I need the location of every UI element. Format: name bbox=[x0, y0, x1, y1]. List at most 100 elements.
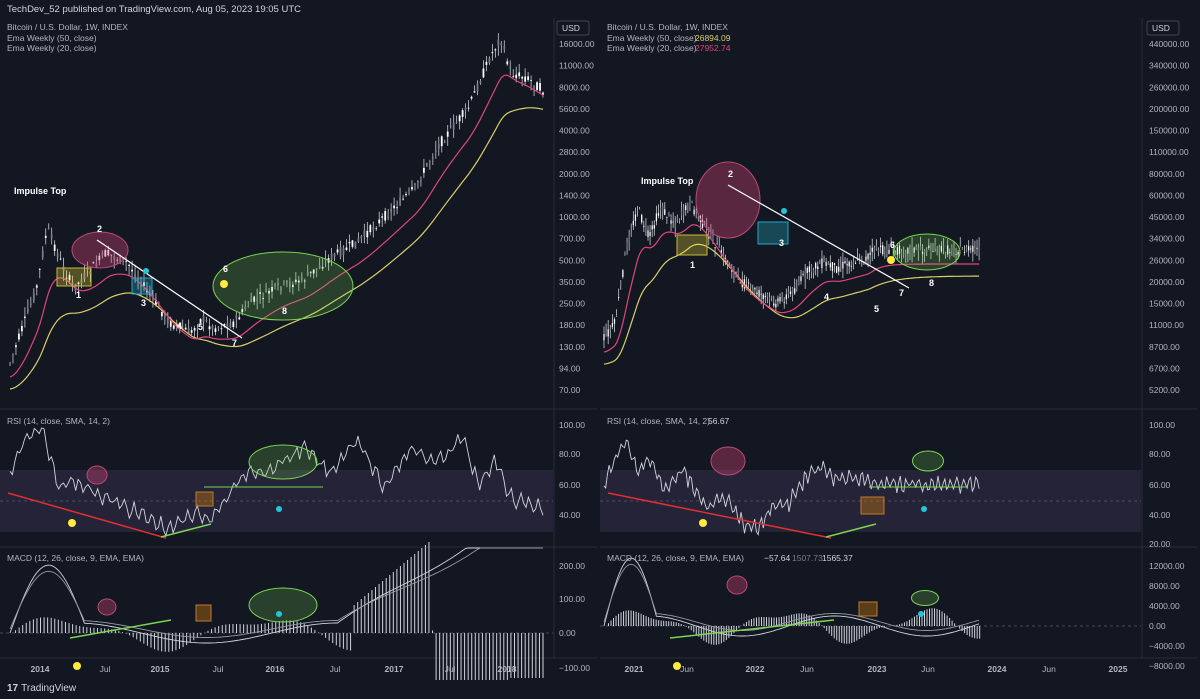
panel-bg bbox=[600, 18, 1197, 680]
candle-body bbox=[636, 210, 639, 212]
candle-body bbox=[131, 269, 133, 272]
macd-tick-label: 4000.00 bbox=[1149, 601, 1180, 611]
macd-pink-ellipse bbox=[97, 598, 117, 616]
candle-body bbox=[687, 204, 689, 211]
candle-body bbox=[214, 328, 217, 332]
macd-tick-label: 0.00 bbox=[559, 628, 576, 638]
candle-body bbox=[163, 312, 166, 318]
time-tick-label: 2024 bbox=[988, 664, 1007, 674]
ema20-legend: Ema Weekly (20, close) bbox=[7, 43, 97, 53]
price-tick-label: 5600.00 bbox=[559, 104, 590, 114]
candle-body bbox=[518, 72, 521, 77]
candle-body bbox=[92, 262, 95, 264]
candle-body bbox=[515, 74, 518, 79]
candle-body bbox=[241, 309, 244, 313]
price-tick-label: 1000.00 bbox=[559, 212, 590, 222]
rsi-tick-label: 20.00 bbox=[1149, 539, 1171, 549]
candle-body bbox=[712, 236, 714, 243]
candle-body bbox=[512, 76, 515, 77]
macd-tick-label: 0.00 bbox=[1149, 621, 1166, 631]
charts-svg[interactable]: Bitcoin / U.S. Dollar, 1W, INDEX Ema Week… bbox=[0, 18, 1200, 680]
candle-body bbox=[810, 265, 813, 272]
macd-green-ellipse bbox=[248, 587, 318, 623]
candle-body bbox=[244, 306, 247, 309]
candle-body bbox=[354, 241, 357, 249]
chart-title: Bitcoin / U.S. Dollar, 1W, INDEX bbox=[607, 22, 728, 32]
price-tick-label: 700.00 bbox=[559, 234, 585, 244]
candle-body bbox=[366, 230, 369, 238]
candle-body bbox=[77, 282, 80, 284]
rsi-pink-ellipse bbox=[86, 465, 108, 485]
time-tick-label: 2022 bbox=[746, 664, 765, 674]
ema20-legend: Ema Weekly (20, close) bbox=[607, 43, 697, 53]
candle-body bbox=[938, 246, 940, 253]
candles-group bbox=[603, 195, 980, 349]
candle-body bbox=[798, 281, 800, 284]
candle-body bbox=[259, 292, 262, 294]
candle-body bbox=[833, 263, 836, 265]
candle-body bbox=[381, 216, 384, 218]
rsi-tick-label: 40.00 bbox=[1149, 510, 1171, 520]
candle-body bbox=[775, 304, 777, 308]
candle-body bbox=[634, 214, 637, 221]
time-tick-label: Jun bbox=[921, 664, 935, 674]
candle-body bbox=[882, 245, 884, 255]
rsi-title: RSI (14, close, SMA, 14, 2) bbox=[607, 416, 710, 426]
candle-body bbox=[924, 250, 926, 253]
candle-body bbox=[789, 291, 792, 294]
candle-body bbox=[626, 242, 628, 250]
candle-body bbox=[662, 206, 664, 214]
candle-body bbox=[754, 287, 756, 290]
candle-body bbox=[149, 294, 151, 296]
macd-line bbox=[9, 547, 543, 644]
candle-body bbox=[363, 230, 366, 237]
candle-body bbox=[976, 247, 978, 249]
cyan-dot bbox=[143, 268, 149, 274]
wave-label-1: 1 bbox=[690, 260, 695, 270]
macd-tick-label: 100.00 bbox=[559, 594, 585, 604]
candle-body bbox=[884, 249, 886, 253]
candle-body bbox=[297, 280, 300, 283]
candle-body bbox=[844, 261, 846, 264]
price-tick-label: 260000.00 bbox=[1149, 82, 1189, 92]
impulse-top-label: Impulse Top bbox=[14, 186, 67, 196]
highlight-box-3 bbox=[131, 277, 153, 295]
tradingview-logo[interactable]: 17 TradingView bbox=[7, 683, 76, 694]
candle-body bbox=[306, 272, 309, 276]
candle-body bbox=[773, 303, 775, 306]
downtrend-line bbox=[727, 184, 910, 289]
candle-body bbox=[193, 328, 196, 331]
candle-body bbox=[676, 217, 678, 222]
rsi-tick-label: 60.00 bbox=[559, 480, 581, 490]
candle-body bbox=[26, 308, 29, 313]
candle-body bbox=[265, 289, 267, 292]
candle-body bbox=[143, 282, 145, 286]
candle-body bbox=[134, 273, 136, 279]
time-tick-label: 2025 bbox=[1109, 664, 1128, 674]
candle-body bbox=[852, 261, 855, 265]
candle-body bbox=[402, 198, 404, 200]
candle-body bbox=[387, 216, 390, 219]
macd-pink-ellipse bbox=[726, 575, 748, 595]
candle-body bbox=[449, 126, 452, 128]
candle-body bbox=[41, 251, 44, 258]
candle-body bbox=[95, 263, 98, 267]
price-tick-label: 180.00 bbox=[559, 320, 585, 330]
candle-body bbox=[727, 260, 729, 263]
time-tick-label: Jun bbox=[1042, 664, 1056, 674]
candle-body bbox=[283, 281, 285, 283]
candle-body bbox=[291, 284, 294, 287]
candle-body bbox=[256, 298, 259, 301]
candle-body bbox=[286, 280, 288, 284]
candle-body bbox=[369, 225, 372, 233]
time-tick-label: 2015 bbox=[151, 664, 170, 674]
candle-body bbox=[89, 271, 92, 274]
downtrend-line bbox=[96, 239, 243, 339]
candle-body bbox=[892, 248, 894, 251]
candle-body bbox=[339, 247, 342, 257]
candle-body bbox=[360, 235, 363, 239]
candle-body bbox=[613, 319, 616, 324]
price-tick-label: 94.00 bbox=[559, 363, 581, 373]
price-tick-label: 20000.00 bbox=[1149, 277, 1185, 287]
price-tick-label: 8700.00 bbox=[1149, 342, 1180, 352]
